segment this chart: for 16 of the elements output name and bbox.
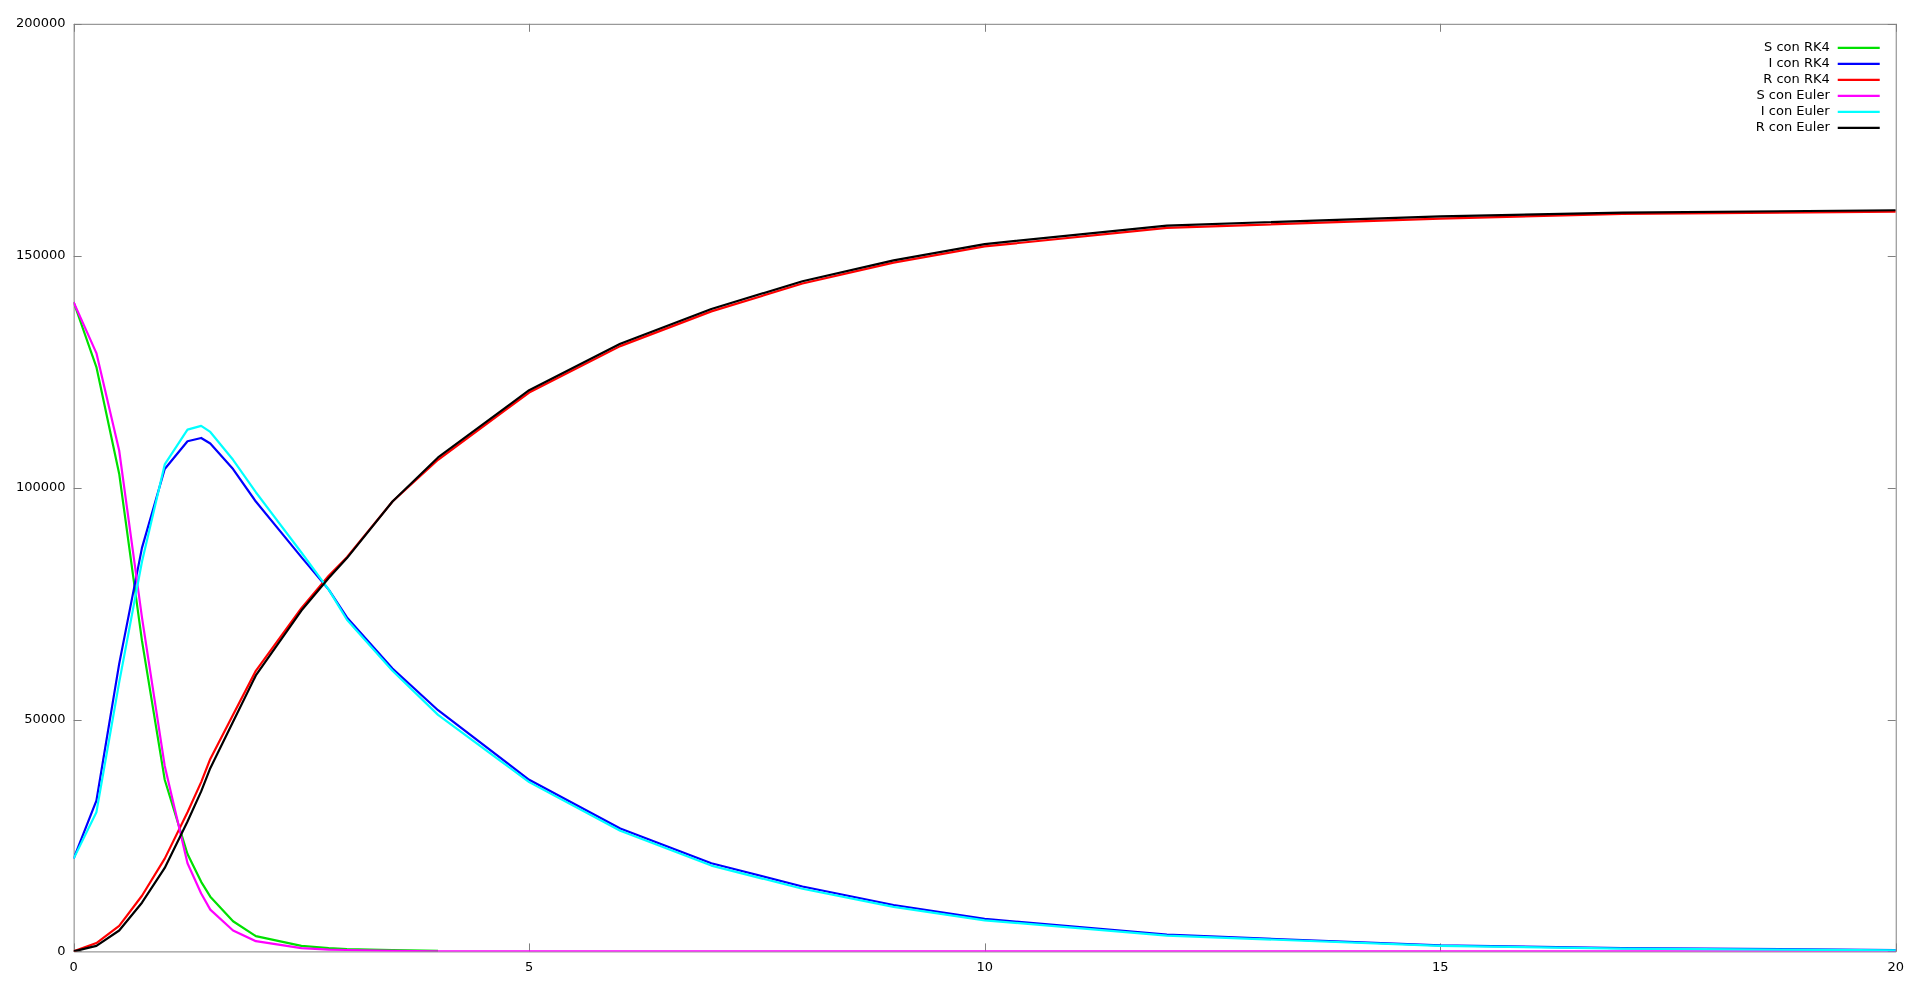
y-tick-label: 100000 — [15, 478, 66, 494]
x-tick-label: 15 — [1431, 958, 1449, 974]
legend-label: I con RK4 — [1768, 55, 1830, 71]
x-tick-label: 5 — [525, 958, 534, 974]
y-tick-label: 150000 — [15, 247, 66, 263]
x-tick-label: 0 — [69, 958, 78, 974]
legend-label: S con RK4 — [1764, 39, 1830, 55]
legend-label: R con Euler — [1755, 119, 1831, 135]
legend-label: S con Euler — [1756, 87, 1831, 103]
y-tick-label: 0 — [57, 942, 66, 958]
legend-label: R con RK4 — [1763, 71, 1830, 87]
legend-label: I con Euler — [1760, 103, 1831, 119]
x-tick-label: 10 — [976, 958, 993, 974]
y-tick-label: 50000 — [24, 710, 66, 726]
x-tick-label: 20 — [1887, 958, 1904, 974]
y-tick-label: 200000 — [15, 15, 66, 31]
